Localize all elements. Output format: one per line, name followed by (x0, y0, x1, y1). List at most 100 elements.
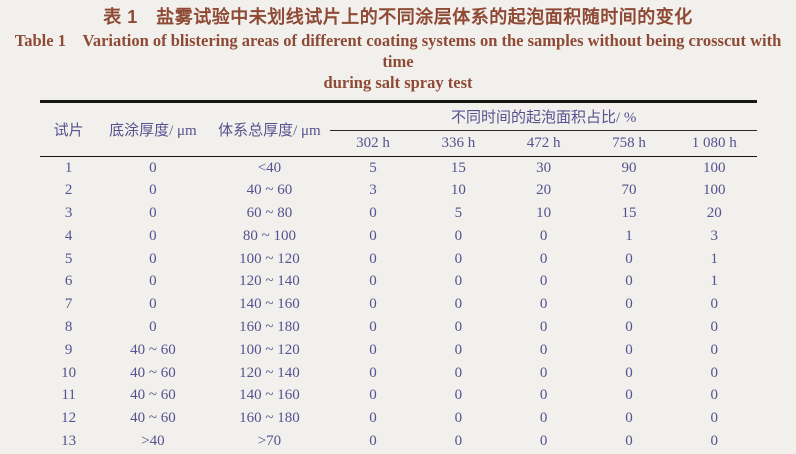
table-cell: 70 (621, 182, 637, 199)
header-sample: 试片 (40, 101, 98, 157)
table-cell: 0 (710, 364, 719, 381)
table-cell: 0 (369, 204, 377, 221)
table-cell: 8 (64, 318, 73, 335)
header-time-302h: 302 h (330, 130, 416, 157)
table-cell: 0 (539, 296, 548, 313)
table-cell: 0 (369, 318, 377, 335)
table-cell: 13 (61, 432, 77, 449)
table-cell: 3 (710, 227, 719, 244)
table-cell: 0 (454, 227, 463, 244)
table-row: 4 0 80 ~ 100 0 0 0 1 3 (40, 225, 757, 248)
table-cell: 0 (454, 387, 463, 404)
table-cell: 15 (450, 159, 466, 176)
table-cell: 0 (625, 364, 633, 381)
table-cell: 3 (64, 204, 73, 221)
table-cell: 5 (369, 159, 377, 176)
table-cell: 12 (61, 410, 77, 427)
table-cell: 9 (64, 341, 73, 358)
table-caption-en-line2: during salt spray test (323, 73, 473, 92)
header-time-1080h: 1 080 h (671, 130, 757, 157)
table-caption-en-line1: Table 1 Variation of blistering areas of… (14, 31, 782, 71)
table-row: 7 0 140 ~ 160 0 0 0 0 0 (40, 293, 757, 316)
table-cell: 40 ~ 60 (130, 410, 176, 427)
table-cell: 40 ~ 60 (130, 387, 176, 404)
table-cell: 5 (454, 204, 463, 221)
table-cell: 0 (149, 250, 157, 267)
header-blister-area-group: 不同时间的起泡面积占比/ % (330, 101, 757, 131)
table-cell: 100 ~ 120 (239, 341, 300, 358)
table-header: 试片 底涂厚度/ μm 体系总厚度/ μm 不同时间的起泡面积占比/ % 302… (40, 101, 757, 157)
table-cell: 0 (539, 318, 548, 335)
table-cell: 0 (625, 387, 633, 404)
table-cell: 11 (61, 387, 76, 404)
table-cell: 0 (369, 296, 377, 313)
table-cell: 40 ~ 60 (130, 341, 176, 358)
table-cell: 10 (450, 182, 466, 199)
table-cell: 80 ~ 100 (242, 227, 296, 244)
table-cell: 0 (539, 387, 548, 404)
header-time-758h: 758 h (586, 130, 672, 157)
table-row: 8 0 160 ~ 180 0 0 0 0 0 (40, 316, 757, 339)
table-cell: 0 (710, 432, 719, 449)
table-cell: 4 (64, 227, 73, 244)
table-cell: 0 (369, 273, 377, 290)
table-cell: 10 (61, 364, 77, 381)
table-cell: <40 (257, 159, 282, 176)
table-cell: 0 (539, 364, 548, 381)
table-cell: >70 (257, 432, 282, 449)
table-cell: 2 (64, 182, 73, 199)
table-cell: 0 (539, 432, 548, 449)
table-cell: 0 (454, 410, 463, 427)
table-cell: 90 (621, 159, 637, 176)
table-cell: 0 (710, 318, 719, 335)
table-cell: 0 (369, 432, 377, 449)
table-row: 6 0 120 ~ 140 0 0 0 0 1 (40, 270, 757, 293)
table-cell: 0 (454, 250, 463, 267)
table-cell: 0 (149, 296, 157, 313)
table-cell: 0 (369, 341, 377, 358)
table-cell: 0 (539, 250, 548, 267)
header-time-472h: 472 h (500, 130, 587, 157)
table-cell: 160 ~ 180 (239, 318, 300, 335)
table-cell: 0 (539, 227, 548, 244)
header-primer-thickness: 底涂厚度/ μm (97, 101, 209, 157)
table-cell: 0 (369, 410, 377, 427)
table-row: 12 40 ~ 60 160 ~ 180 0 0 0 0 0 (40, 407, 757, 430)
table-cell: 0 (454, 432, 463, 449)
table-cell: 120 ~ 140 (239, 273, 300, 290)
table-cell: 40 ~ 60 (130, 364, 176, 381)
table-cell: 0 (149, 159, 157, 176)
table-body: 1 0 <40 5 15 30 90 100 2 0 40 ~ 60 3 10 20 70 100 3 0 60 ~… (40, 157, 757, 454)
table-cell: 0 (625, 250, 633, 267)
table-cell: 100 (703, 182, 726, 199)
table-cell: 0 (454, 318, 463, 335)
table-cell: 1 (710, 273, 719, 290)
table-cell: 7 (64, 296, 73, 313)
table-cell: 3 (369, 182, 377, 199)
table-cell: 0 (625, 318, 633, 335)
table-cell: 0 (539, 341, 548, 358)
table-row: 2 0 40 ~ 60 3 10 20 70 100 (40, 179, 757, 202)
table-row: 3 0 60 ~ 80 0 5 10 15 20 (40, 202, 757, 225)
table-cell: 40 ~ 60 (246, 182, 293, 199)
table-cell: 0 (149, 182, 157, 199)
table-cell: 6 (64, 273, 73, 290)
table-cell: 15 (621, 204, 637, 221)
table-cell: 0 (710, 387, 719, 404)
table-cell: 60 ~ 80 (246, 204, 293, 221)
table-cell: 20 (706, 204, 722, 221)
table-cell: 20 (536, 182, 552, 199)
table-cell: 0 (625, 296, 633, 313)
table-cell: 0 (149, 227, 157, 244)
blistering-area-table: 试片 底涂厚度/ μm 体系总厚度/ μm 不同时间的起泡面积占比/ % 302… (40, 100, 757, 454)
table-cell: 0 (454, 296, 463, 313)
table-cell: 10 (536, 204, 552, 221)
table-cell: 0 (369, 250, 377, 267)
table-cell: 30 (536, 159, 552, 176)
table-cell: 0 (539, 273, 548, 290)
table-cell: 0 (149, 273, 157, 290)
table-cell: 0 (454, 364, 463, 381)
header-total-thickness: 体系总厚度/ μm (208, 101, 331, 157)
table-cell: 0 (369, 364, 377, 381)
